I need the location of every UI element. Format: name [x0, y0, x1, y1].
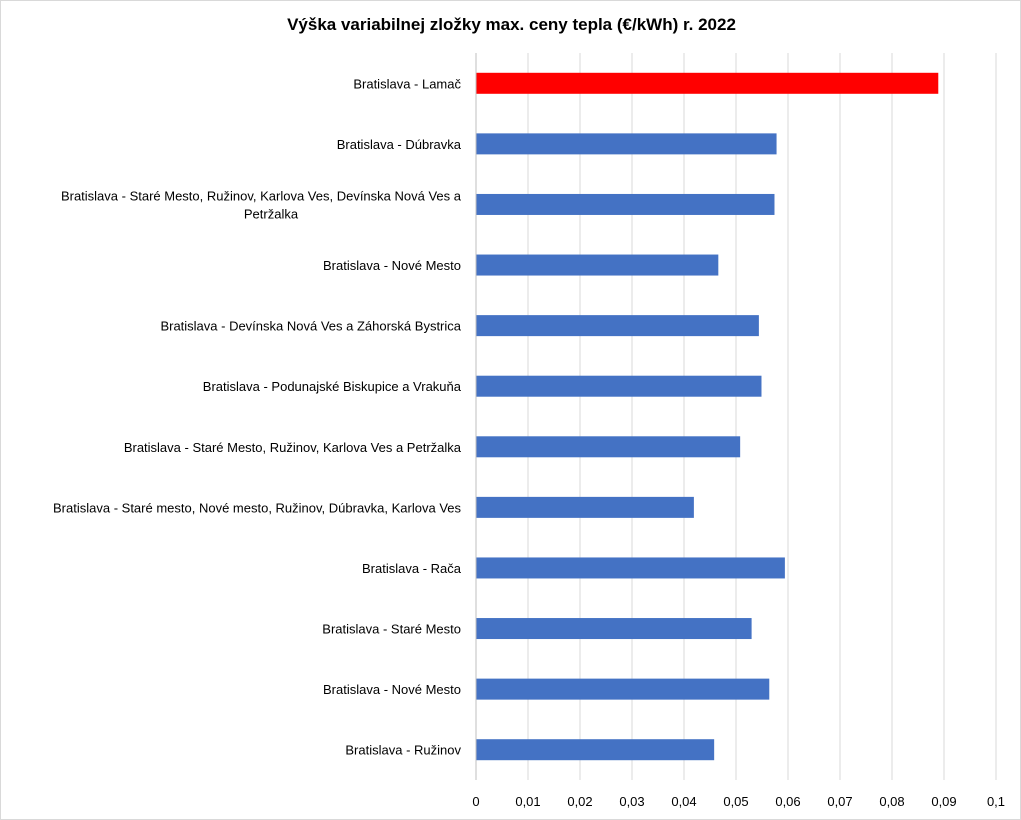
x-tick-label: 0,06 — [775, 794, 800, 809]
category-label: Bratislava - Nové Mesto — [323, 258, 461, 273]
bar — [476, 375, 762, 397]
category-label: Bratislava - Podunajské Biskupice a Vrak… — [203, 379, 462, 394]
category-label: Bratislava - Lamač — [353, 76, 461, 91]
bar — [476, 133, 777, 155]
category-label: Bratislava - Ružinov — [345, 743, 461, 758]
bar — [476, 739, 715, 761]
bar — [476, 193, 775, 215]
bar — [476, 254, 719, 276]
bar — [476, 678, 770, 700]
x-tick-label: 0,03 — [619, 794, 644, 809]
x-tick-label: 0,1 — [987, 794, 1005, 809]
bar — [476, 72, 939, 94]
category-label: Bratislava - Nové Mesto — [323, 682, 461, 697]
category-label: Bratislava - Staré Mesto — [322, 622, 461, 637]
bar — [476, 496, 694, 518]
category-label: Bratislava - Staré mesto, Nové mesto, Ru… — [53, 500, 461, 515]
chart-title: Výška variabilnej zložky max. ceny tepla… — [287, 15, 736, 34]
bar — [476, 436, 741, 458]
x-tick-label: 0,02 — [567, 794, 592, 809]
category-label: Bratislava - Dúbravka — [337, 137, 462, 152]
category-label: Bratislava - Rača — [362, 561, 462, 576]
category-label: Bratislava - Staré Mesto, Ružinov, Karlo… — [61, 188, 462, 221]
x-tick-label: 0,08 — [879, 794, 904, 809]
x-tick-label: 0,04 — [671, 794, 696, 809]
bar — [476, 315, 759, 337]
x-tick-label: 0,05 — [723, 794, 748, 809]
bar — [476, 618, 752, 640]
category-label: Bratislava - Staré Mesto, Ružinov, Karlo… — [124, 440, 462, 455]
bar — [476, 557, 785, 579]
x-tick-label: 0,07 — [827, 794, 852, 809]
x-tick-label: 0 — [472, 794, 479, 809]
x-tick-label: 0,09 — [931, 794, 956, 809]
category-label: Bratislava - Devínska Nová Ves a Záhorsk… — [160, 319, 461, 334]
x-tick-label: 0,01 — [515, 794, 540, 809]
